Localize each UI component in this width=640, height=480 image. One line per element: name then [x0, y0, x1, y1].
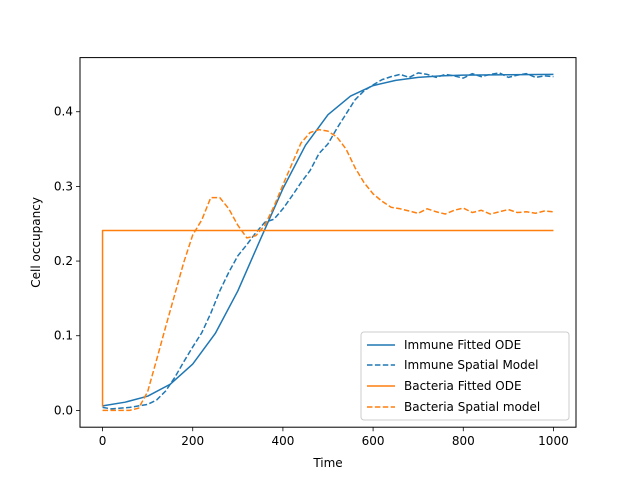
legend-box [360, 331, 570, 421]
x-tick-label: 0 [99, 434, 107, 448]
x-tick-label: 200 [181, 434, 204, 448]
y-tick-label: 0.2 [54, 254, 73, 268]
legend-label-immune-ode: Immune Fitted ODE [404, 338, 521, 352]
x-tick-label: 400 [271, 434, 294, 448]
series-line-3 [102, 128, 554, 412]
series-layer [101, 72, 554, 412]
x-tick-label: 800 [452, 434, 475, 448]
legend-label-bacteria-spatial: Bacteria Spatial model [404, 400, 540, 414]
series-line-1 [102, 72, 554, 410]
axes-frame [79, 57, 577, 428]
x-tick-label: 1000 [538, 434, 569, 448]
y-tick-label: 0.0 [54, 403, 73, 417]
y-tick-label: 0.3 [54, 179, 73, 193]
legend-label-bacteria-ode: Bacteria Fitted ODE [404, 379, 522, 393]
ticks-layer: 0 200 400 600 800 1000 0.0 0.1 0.2 0.3 0.4 [54, 105, 569, 448]
y-axis-label: Cell occupancy [29, 197, 43, 288]
y-tick-label: 0.1 [54, 329, 73, 343]
x-tick-label: 600 [362, 434, 385, 448]
y-tick-label: 0.4 [54, 105, 73, 119]
legend: Immune Fitted ODE Immune Spatial Model B… [360, 331, 570, 421]
legend-label-immune-spatial: Immune Spatial Model [404, 358, 538, 372]
series-line-2 [101, 229, 554, 407]
x-axis-label: Time [312, 456, 342, 470]
